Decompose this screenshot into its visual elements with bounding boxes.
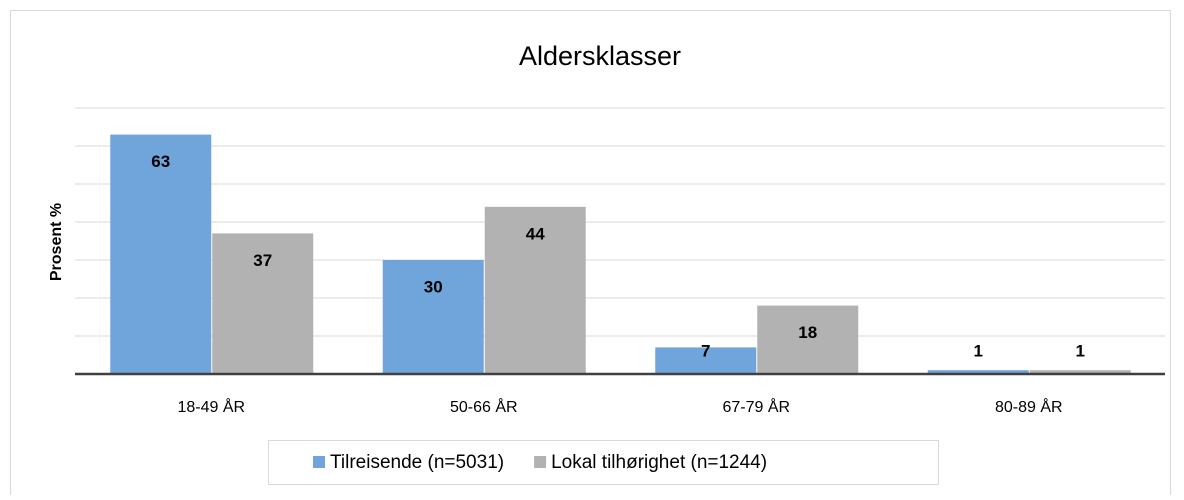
y-axis-label: Prosent %: [48, 203, 65, 281]
chart-title: Aldersklasser: [519, 41, 681, 71]
data-label: 44: [526, 224, 545, 243]
bar: [110, 134, 212, 374]
x-tick-label: 67-79 ÅR: [722, 397, 790, 416]
bar: [382, 260, 484, 374]
data-label: 1: [974, 341, 983, 360]
bar: [1029, 370, 1131, 374]
x-tick-label: 18-49 ÅR: [177, 397, 245, 416]
legend-box: [268, 440, 939, 485]
data-label: 37: [253, 251, 272, 270]
legend-label: Tilreisende (n=5031): [330, 452, 504, 473]
data-label: 63: [151, 152, 170, 171]
legend-swatch: [534, 456, 547, 468]
data-label: 7: [701, 341, 710, 360]
x-tick-label: 50-66 ÅR: [450, 397, 518, 416]
bar: [212, 233, 314, 374]
legend-swatch: [313, 456, 325, 468]
x-tick-label: 80-89 ÅR: [995, 397, 1063, 416]
legend-label: Lokal tilhørighet (n=1244): [551, 452, 767, 473]
bar: [927, 370, 1029, 374]
data-label: 1: [1076, 341, 1085, 360]
bar: [484, 206, 586, 374]
bar: [655, 347, 757, 374]
bar: [757, 305, 859, 374]
data-label: 30: [424, 277, 443, 296]
data-label: 18: [798, 323, 817, 342]
